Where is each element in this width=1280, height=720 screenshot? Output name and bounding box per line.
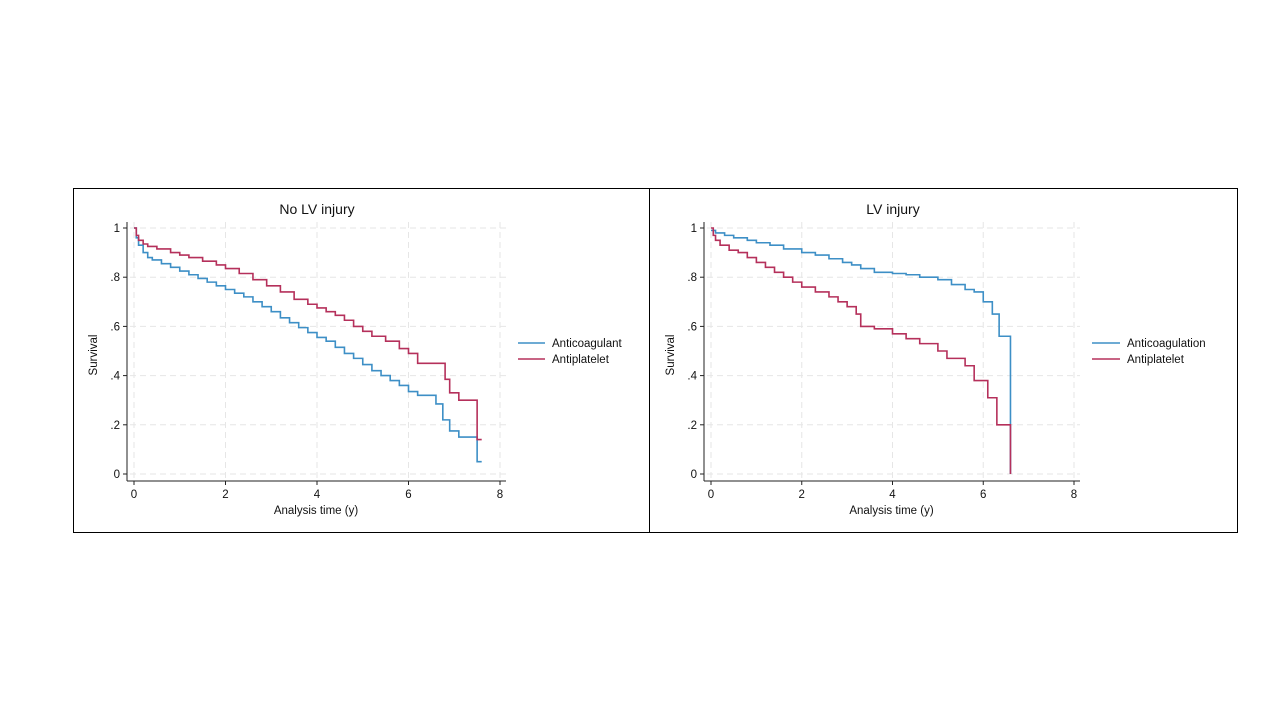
- y-tick-label: 0: [114, 469, 120, 481]
- chart-panel-lv-injury: LV injury 0 .2 .4 .6 .8 1 0 2 4 6 8 Analysis time (y…: [665, 201, 1206, 517]
- x-tick-label: 6: [405, 489, 411, 501]
- x-axis-label: Analysis time (y): [274, 505, 359, 517]
- x-tick-label: 2: [799, 489, 805, 501]
- y-tick-label: .8: [110, 272, 120, 284]
- series-line-anticoagulant: [134, 227, 482, 463]
- legend-label-anticoagulation: Anticoagulation: [1127, 338, 1206, 350]
- legend-label-anticoagulant: Anticoagulant: [552, 338, 622, 350]
- y-tick-label: .4: [110, 371, 120, 383]
- legend-label-antiplatelet: Antiplatelet: [1127, 354, 1185, 366]
- y-tick-label: 1: [691, 223, 697, 235]
- x-tick-label: 2: [222, 489, 228, 501]
- x-tick-label: 4: [889, 489, 896, 501]
- y-tick-label: 1: [114, 223, 120, 235]
- x-tick-label: 6: [980, 489, 986, 501]
- legend-label-antiplatelet: Antiplatelet: [552, 354, 610, 366]
- x-axis-label: Analysis time (y): [849, 505, 934, 517]
- x-tick-label: 0: [708, 489, 714, 501]
- y-axis-label: Survival: [665, 335, 677, 376]
- chart-title: LV injury: [866, 201, 919, 217]
- y-tick-label: .6: [110, 321, 120, 333]
- y-tick-label: .4: [687, 371, 697, 383]
- y-tick-label: .8: [687, 272, 697, 284]
- x-tick-label: 4: [314, 489, 321, 501]
- series-line-antiplatelet: [134, 227, 482, 441]
- figure-frame: [73, 188, 1238, 533]
- x-tick-label: 0: [131, 489, 137, 501]
- x-tick-label: 8: [497, 489, 503, 501]
- y-tick-label: .2: [687, 420, 697, 432]
- series-line-antiplatelet: [711, 227, 1012, 474]
- chart-title: No LV injury: [279, 201, 354, 217]
- x-tick-label: 8: [1071, 489, 1077, 501]
- y-tick-label: .2: [110, 420, 120, 432]
- series-line-anticoagulation: [711, 229, 1012, 474]
- chart-panel-no-lv-injury: No LV injury 0 .2 .4 .6 .8 1 0 2 4 6 8 Analysis time…: [88, 201, 622, 517]
- y-tick-label: .6: [687, 321, 697, 333]
- y-tick-label: 0: [691, 469, 697, 481]
- y-axis-label: Survival: [88, 335, 100, 376]
